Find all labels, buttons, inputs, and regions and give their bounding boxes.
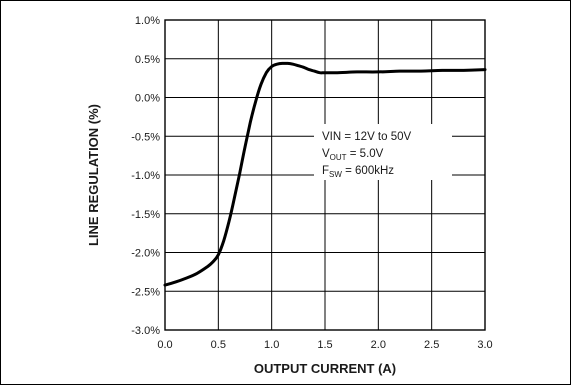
- annotation-fsw: FSW = 600kHz: [322, 165, 394, 179]
- x-tick-labels: 0.0 0.5 1.0 1.5 2.0 2.5 3.0: [157, 339, 492, 351]
- y-axis-title: LINE REGULATION (%): [86, 104, 101, 246]
- line-regulation-curve: [163, 61, 487, 287]
- y-tick-label: -2.5%: [131, 286, 160, 298]
- x-tick-label: 0.5: [211, 339, 226, 351]
- annotation-vout: VOUT = 5.0V: [322, 148, 384, 162]
- annotation-box: [314, 124, 452, 180]
- y-tick-label: -0.5%: [131, 131, 160, 143]
- x-tick-label: 2.0: [371, 339, 386, 351]
- plot-area: [164, 19, 486, 331]
- x-axis-title: OUTPUT CURRENT (A): [254, 361, 396, 376]
- y-tick-labels: 1.0% 0.5% 0.0% -0.5% -1.0% -1.5% -2.0% -2.5% -3.…: [131, 15, 160, 337]
- annotation-text: VIN = 12V to 50V VOUT = 5.0V FSW = 600kH…: [322, 131, 412, 179]
- x-tick-label: 1.0: [264, 339, 279, 351]
- y-tick-label: 0.0%: [135, 93, 160, 105]
- x-tick-label: 0.0: [157, 339, 172, 351]
- y-tick-label: -1.5%: [131, 209, 160, 221]
- y-tick-label: -3.0%: [131, 325, 160, 337]
- x-tick-label: 2.5: [424, 339, 439, 351]
- x-tick-label: 3.0: [477, 339, 492, 351]
- y-tick-label: -2.0%: [131, 248, 160, 260]
- x-tick-label: 1.5: [317, 339, 332, 351]
- y-tick-label: 1.0%: [135, 15, 160, 27]
- y-tick-label: 0.5%: [135, 54, 160, 66]
- y-tick-label: -1.0%: [131, 170, 160, 182]
- annotation-vin: VIN = 12V to 50V: [322, 131, 412, 143]
